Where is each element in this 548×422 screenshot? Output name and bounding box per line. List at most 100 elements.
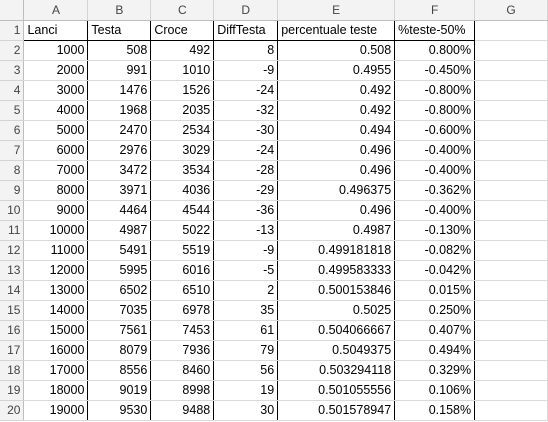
cell[interactable]: 5995 (87, 260, 152, 281)
cell[interactable]: 8460 (150, 360, 215, 381)
cell[interactable]: 1526 (150, 80, 215, 101)
cell[interactable]: 7035 (87, 300, 152, 321)
cell[interactable] (474, 20, 548, 41)
cell[interactable] (474, 400, 548, 421)
cell[interactable]: Lanci (23, 19, 89, 41)
cell[interactable]: 0.501055556 (277, 380, 396, 401)
cell[interactable] (474, 200, 548, 221)
cell[interactable]: -0.042% (394, 260, 476, 281)
cell[interactable]: 6016 (150, 260, 215, 281)
cell[interactable]: 0.504066667 (277, 320, 396, 341)
cell[interactable]: 3971 (87, 180, 152, 201)
cell[interactable]: -0.400% (394, 200, 476, 221)
cell[interactable]: 8 (213, 40, 279, 61)
cell[interactable]: 0.496375 (277, 180, 396, 201)
column-header-e[interactable]: E (277, 0, 396, 21)
cell[interactable]: 4544 (150, 200, 215, 221)
cell[interactable]: 6000 (23, 140, 89, 161)
cell[interactable]: 7453 (150, 320, 215, 341)
cell[interactable]: 0.500153846 (277, 280, 396, 301)
cell[interactable] (474, 120, 548, 141)
cell[interactable]: 492 (150, 40, 215, 61)
cell[interactable]: 0.250% (394, 300, 476, 321)
row-header[interactable]: 20 (0, 400, 25, 421)
column-header-g[interactable]: G (474, 0, 548, 21)
cell[interactable]: 14000 (23, 300, 89, 321)
row-header[interactable]: 16 (0, 320, 25, 341)
cell[interactable]: -36 (213, 200, 279, 221)
cell[interactable]: 13000 (23, 280, 89, 301)
cell[interactable]: 1000 (23, 40, 89, 61)
cell[interactable]: 0.492 (277, 80, 396, 101)
cell[interactable] (474, 80, 548, 101)
cell[interactable]: 30 (213, 400, 279, 421)
row-header[interactable]: 5 (0, 100, 25, 121)
cell[interactable]: 0.5049375 (277, 340, 396, 361)
row-header[interactable]: 1 (0, 20, 25, 41)
cell[interactable]: 6978 (150, 300, 215, 321)
cell[interactable]: -13 (213, 220, 279, 241)
cell[interactable]: 12000 (23, 260, 89, 281)
row-header[interactable]: 7 (0, 140, 25, 161)
column-header-d[interactable]: D (213, 0, 279, 21)
cell[interactable]: 4464 (87, 200, 152, 221)
cell[interactable]: 0.492 (277, 100, 396, 121)
cell[interactable]: 0.800% (394, 40, 476, 61)
cell[interactable]: 3472 (87, 160, 152, 181)
cell[interactable]: 19 (213, 380, 279, 401)
cell[interactable] (474, 340, 548, 361)
cell[interactable]: -9 (213, 240, 279, 261)
cell[interactable]: DiffTesta (213, 19, 279, 41)
cell[interactable]: -5 (213, 260, 279, 281)
cell[interactable]: 35 (213, 300, 279, 321)
cell[interactable]: 4000 (23, 100, 89, 121)
select-all-corner[interactable] (0, 0, 25, 21)
row-header[interactable]: 19 (0, 380, 25, 401)
cell[interactable]: -29 (213, 180, 279, 201)
cell[interactable]: -0.400% (394, 140, 476, 161)
row-header[interactable]: 13 (0, 260, 25, 281)
cell[interactable]: 0.4987 (277, 220, 396, 241)
cell[interactable] (474, 380, 548, 401)
cell[interactable]: 10000 (23, 220, 89, 241)
cell[interactable]: 9000 (23, 200, 89, 221)
cell[interactable]: 0.508 (277, 40, 396, 61)
row-header[interactable]: 15 (0, 300, 25, 321)
cell[interactable]: -0.450% (394, 60, 476, 81)
cell[interactable]: 5519 (150, 240, 215, 261)
column-header-b[interactable]: B (87, 0, 152, 21)
cell[interactable]: %teste-50% (394, 19, 476, 41)
row-header[interactable]: 3 (0, 60, 25, 81)
cell[interactable]: 11000 (23, 240, 89, 261)
cell[interactable]: 1476 (87, 80, 152, 101)
row-header[interactable]: 2 (0, 40, 25, 61)
cell[interactable] (474, 240, 548, 261)
cell[interactable]: -0.800% (394, 100, 476, 121)
cell[interactable]: 5491 (87, 240, 152, 261)
cell[interactable]: 19000 (23, 400, 89, 421)
cell[interactable]: Testa (87, 19, 152, 41)
cell[interactable]: 8998 (150, 380, 215, 401)
cell[interactable]: -0.800% (394, 80, 476, 101)
cell[interactable]: 4036 (150, 180, 215, 201)
cell[interactable]: 3534 (150, 160, 215, 181)
cell[interactable]: 0.106% (394, 380, 476, 401)
cell[interactable] (474, 180, 548, 201)
cell[interactable] (474, 260, 548, 281)
cell[interactable]: 6510 (150, 280, 215, 301)
cell[interactable]: Croce (150, 19, 215, 41)
cell[interactable]: 7936 (150, 340, 215, 361)
cell[interactable] (474, 300, 548, 321)
cell[interactable]: 2470 (87, 120, 152, 141)
cell[interactable]: 5022 (150, 220, 215, 241)
cell[interactable]: 8079 (87, 340, 152, 361)
cell[interactable]: -24 (213, 80, 279, 101)
cell[interactable]: 1968 (87, 100, 152, 121)
cell[interactable]: 0.499583333 (277, 260, 396, 281)
cell[interactable] (474, 140, 548, 161)
row-header[interactable]: 12 (0, 240, 25, 261)
cell[interactable]: 18000 (23, 380, 89, 401)
row-header[interactable]: 9 (0, 180, 25, 201)
cell[interactable]: 56 (213, 360, 279, 381)
cell[interactable]: -9 (213, 60, 279, 81)
